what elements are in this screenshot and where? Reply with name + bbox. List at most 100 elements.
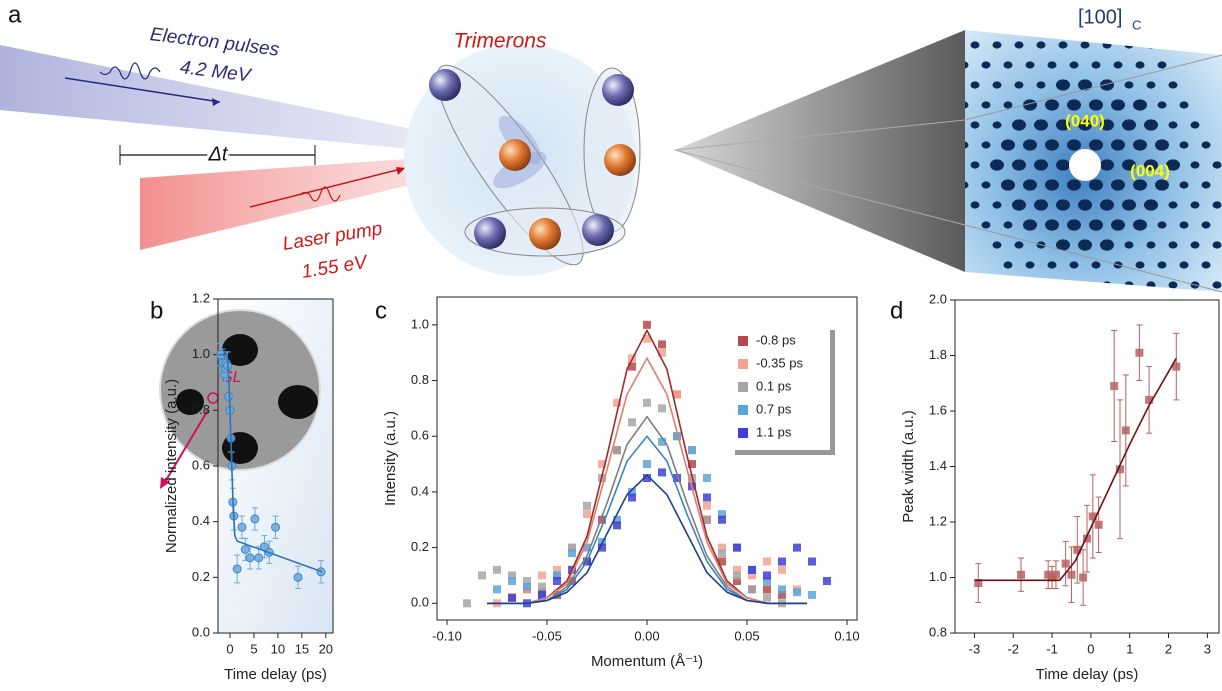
atom: [602, 74, 634, 106]
y-tick-label: 0.8: [929, 624, 947, 639]
diffraction-spot: [1056, 159, 1070, 171]
diffraction-spot: [1045, 219, 1059, 231]
diffraction-spot: [1212, 241, 1222, 249]
data-point: [763, 577, 771, 586]
diffraction-spot: [1036, 281, 1046, 289]
data-point: [974, 579, 983, 588]
fit-line: [974, 357, 1177, 582]
data-point: [673, 432, 681, 441]
reflection-label: (004): [1130, 161, 1170, 180]
fit-line: [487, 357, 807, 605]
diffraction-spot: [1034, 199, 1048, 211]
diffraction-spot: [1014, 81, 1024, 89]
data-point: [1083, 534, 1091, 543]
data-point: [628, 418, 636, 427]
diffraction-spot: [1089, 139, 1103, 151]
plot-frame: [217, 298, 334, 634]
data-point: [778, 557, 786, 566]
panel-label: a: [8, 1, 22, 28]
diffraction-spot: [1045, 139, 1059, 151]
diffraction-spot: [1179, 261, 1189, 269]
data-point: [598, 543, 606, 552]
panel-label: b: [150, 297, 163, 324]
x-tick-label: 0.10: [834, 628, 859, 643]
data-point: [733, 543, 741, 552]
data-point: [463, 599, 471, 608]
diffraction-spot: [1023, 139, 1037, 151]
y-tick-label: 1.4: [929, 458, 947, 473]
arrow-head: [160, 477, 170, 489]
diffraction-spot: [1155, 139, 1169, 151]
y-axis-label: Peak width (a.u.): [900, 410, 917, 523]
diffraction-spot: [1003, 261, 1013, 269]
diffraction-spot: [965, 141, 969, 149]
data-point: [553, 577, 561, 586]
data-point: [1172, 362, 1181, 371]
diffraction-spot: [1003, 101, 1013, 109]
atom: [429, 69, 461, 101]
diffraction-spot: [970, 41, 980, 49]
diffraction-spot: [992, 81, 1002, 89]
diffraction-spot: [965, 181, 969, 189]
laser-wave: [299, 186, 341, 202]
diffraction-spot: [1100, 79, 1114, 91]
beam-stop: [1069, 149, 1101, 181]
x-tick-label: -0.10: [432, 628, 462, 643]
diffraction-spot: [1067, 219, 1081, 231]
data-point: [703, 515, 711, 524]
legend-marker: [738, 359, 748, 369]
diffraction-spot: [1124, 281, 1134, 289]
diffraction-spot: [1047, 61, 1057, 69]
diffraction-spot: [1056, 239, 1070, 251]
diffraction-spot: [1036, 41, 1046, 49]
y-tick-label: 0.8: [192, 402, 210, 417]
atom: [474, 217, 506, 249]
diffraction-spot: [1122, 159, 1136, 171]
diffraction-spot: [1014, 41, 1024, 49]
data-point: [748, 585, 756, 594]
legend-label: 1.1 ps: [756, 424, 792, 439]
diffraction-spot: [1001, 179, 1015, 191]
atom: [604, 144, 636, 176]
y-tick-label: 0.6: [192, 457, 210, 472]
data-point: [733, 577, 741, 586]
data-point: [1121, 426, 1130, 435]
y-axis-label: Normalized intensity (a.u.): [163, 379, 180, 553]
diffraction-spot: [1089, 99, 1103, 111]
diffraction-spot: [1168, 201, 1178, 209]
data-point: [763, 585, 771, 594]
data-point: [240, 545, 250, 554]
diffraction-spot: [1146, 281, 1156, 289]
data-point: [493, 565, 501, 574]
data-point: [718, 515, 726, 524]
bragg-spot: [176, 389, 204, 415]
diffraction-spot: [992, 121, 1002, 129]
diffraction-spot: [1201, 261, 1211, 269]
y-tick-label: 1.2: [192, 290, 210, 305]
atom: [529, 218, 561, 250]
diffraction-spot: [1023, 219, 1037, 231]
data-point: [763, 571, 771, 580]
diffraction-spot: [1025, 261, 1035, 269]
inset-border: [159, 309, 321, 471]
diffraction-spot: [1168, 121, 1178, 129]
data-point: [628, 487, 636, 496]
diffraction-spot: [1069, 61, 1079, 69]
diffraction-spot: [1111, 219, 1125, 231]
data-point: [293, 572, 303, 582]
diffraction-spot: [1190, 241, 1200, 249]
diffraction-spot: [1201, 221, 1211, 229]
diffraction-spot: [970, 201, 980, 209]
y-axis-label: Intensity (a.u.): [382, 411, 399, 506]
x-tick-label: 5: [250, 641, 257, 656]
diffraction-spot: [1124, 81, 1134, 89]
cone-edge: [964, 54, 1222, 121]
data-point: [1051, 570, 1060, 579]
data-point: [508, 593, 516, 602]
diffraction-spot: [1133, 139, 1147, 151]
diffraction-spot: [1179, 221, 1189, 229]
data-point: [643, 320, 651, 329]
data-point: [568, 577, 576, 586]
trimerons-label: Trimerons: [454, 30, 547, 53]
diffraction-spot: [1100, 199, 1114, 211]
